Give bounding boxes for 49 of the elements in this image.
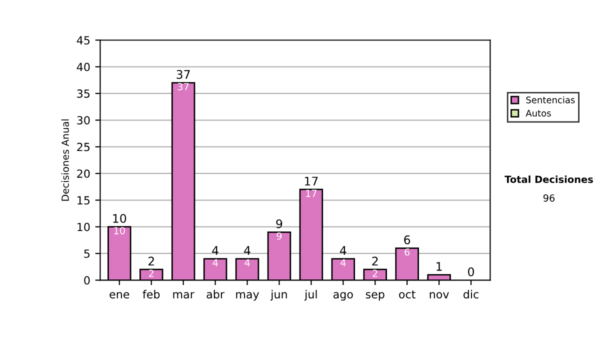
- total-label: 10: [113, 214, 126, 223]
- y-tick-label: 25: [77, 142, 90, 152]
- y-tick-label: 20: [77, 169, 90, 178]
- x-tick-label: feb: [142, 290, 160, 298]
- data-label: 10: [114, 226, 125, 234]
- x-tick-label: nov: [430, 292, 449, 298]
- total-label: 9: [276, 219, 282, 228]
- x-tick-label: dic: [464, 290, 478, 298]
- total-label: 4: [212, 246, 218, 255]
- total-label: 2: [148, 256, 154, 266]
- y-tick-label: 40: [76, 62, 90, 72]
- x-tick-label: jun: [270, 290, 287, 301]
- data-label: 4: [340, 259, 346, 266]
- y-tick-label: 35: [77, 89, 90, 98]
- text: Total Decisiones: [504, 175, 593, 184]
- total-label: 4: [340, 246, 346, 255]
- y-tick-label: 0: [84, 276, 90, 285]
- y-tick-label: 10: [78, 222, 90, 232]
- data-label: 37: [178, 82, 189, 90]
- x-tick-label: abr: [206, 290, 224, 298]
- legend-label: Autos: [526, 110, 551, 117]
- x-tick-label: sep: [366, 292, 384, 301]
- x-tick-label: ago: [333, 292, 353, 301]
- total-label: 1: [436, 262, 442, 271]
- total-label: 37: [176, 70, 190, 79]
- x-tick-label: ene: [110, 292, 130, 298]
- x-tick-label: may: [236, 292, 260, 301]
- total-label: 2: [372, 256, 378, 266]
- data-label: 6: [404, 248, 410, 256]
- total-label: 6: [404, 235, 410, 244]
- total-label: 4: [244, 246, 250, 255]
- data-label: 9: [276, 232, 282, 240]
- total-label: 0: [468, 267, 474, 276]
- x-tick-label: jul: [304, 290, 317, 301]
- y-axis-title: Decisiones Anual: [61, 119, 69, 201]
- total-label: 17: [304, 176, 318, 186]
- x-tick-label: mar: [173, 292, 194, 298]
- data-label: 2: [148, 270, 154, 277]
- y-tick-label: 5: [84, 250, 90, 258]
- text: 96: [543, 194, 555, 202]
- data-label: 2: [372, 270, 378, 277]
- y-tick-label: 15: [78, 196, 90, 205]
- legend-label: Sentencias: [526, 96, 575, 104]
- x-tick-label: oct: [399, 290, 416, 298]
- data-label: 4: [212, 259, 218, 266]
- y-tick-label: 30: [77, 116, 90, 125]
- y-tick-label: 45: [76, 36, 90, 44]
- data-label: 4: [244, 259, 250, 266]
- data-label: 17: [306, 190, 317, 197]
